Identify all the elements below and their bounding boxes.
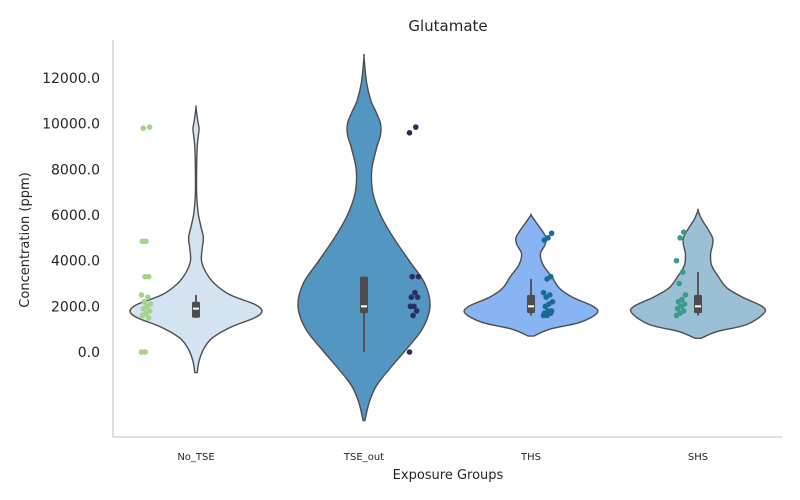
data-point (547, 273, 554, 280)
data-point (545, 235, 551, 241)
chart-title: Glutamate (408, 17, 487, 35)
violin-ths (463, 213, 599, 337)
y-tick-label: 4000.0 (51, 254, 100, 270)
data-point (676, 280, 682, 287)
data-point (680, 308, 687, 314)
y-tick-label: 0.0 (78, 345, 100, 361)
data-point (413, 308, 420, 314)
data-point (679, 296, 685, 303)
data-point (408, 294, 415, 301)
violin-tse-out (297, 53, 431, 422)
x-tick-label: TSE_out (343, 452, 384, 463)
violin-no-tse (129, 105, 263, 374)
data-point (145, 314, 152, 321)
data-point (547, 292, 553, 298)
data-point (680, 269, 686, 275)
violins-layer (129, 53, 767, 422)
x-tick-label: THS (520, 452, 541, 463)
data-point (680, 229, 687, 235)
y-tick-label: 12000.0 (42, 71, 100, 87)
y-ticks: 0.0 2000.0 4000.0 6000.0 8000.0 10000.0 12000.… (42, 71, 100, 361)
data-point (549, 298, 556, 305)
data-point (411, 303, 417, 310)
y-tick-label: 8000.0 (51, 162, 100, 178)
data-point (145, 294, 151, 301)
points-layer (138, 124, 689, 355)
data-point (548, 230, 555, 237)
box-iqr (527, 294, 535, 314)
data-point (540, 289, 547, 296)
x-tick-label: SHS (688, 452, 708, 463)
data-point (146, 308, 153, 314)
y-tick-label: 6000.0 (51, 208, 100, 224)
data-point (414, 294, 421, 301)
data-point (142, 349, 148, 355)
data-point (146, 124, 153, 130)
box-iqr (694, 294, 702, 314)
boxes-layer (192, 272, 702, 352)
data-point (145, 273, 152, 280)
data-point (409, 273, 416, 280)
data-point (677, 235, 683, 241)
data-point (406, 349, 413, 355)
data-point (681, 301, 688, 307)
y-axis-label: Concentration (ppm) (18, 172, 33, 307)
y-tick-label: 2000.0 (51, 299, 100, 315)
x-ticks: No_TSE TSE_out THS SHS (177, 452, 708, 463)
data-point (548, 308, 555, 314)
y-tick-label: 10000.0 (42, 117, 100, 133)
data-point (415, 273, 422, 280)
data-point (138, 292, 145, 298)
data-point (406, 130, 413, 136)
data-point (140, 125, 147, 132)
axes-layer (112, 40, 782, 438)
data-point (410, 312, 416, 319)
data-point (143, 238, 149, 245)
data-point (147, 301, 154, 307)
box-iqr (192, 301, 200, 318)
x-tick-label: No_TSE (177, 452, 214, 463)
data-point (682, 292, 689, 298)
data-point (412, 289, 418, 296)
data-point (413, 124, 419, 130)
data-point (141, 298, 147, 305)
x-axis-label: Exposure Groups (393, 468, 504, 483)
box-iqr (360, 276, 368, 314)
data-point (673, 257, 680, 264)
